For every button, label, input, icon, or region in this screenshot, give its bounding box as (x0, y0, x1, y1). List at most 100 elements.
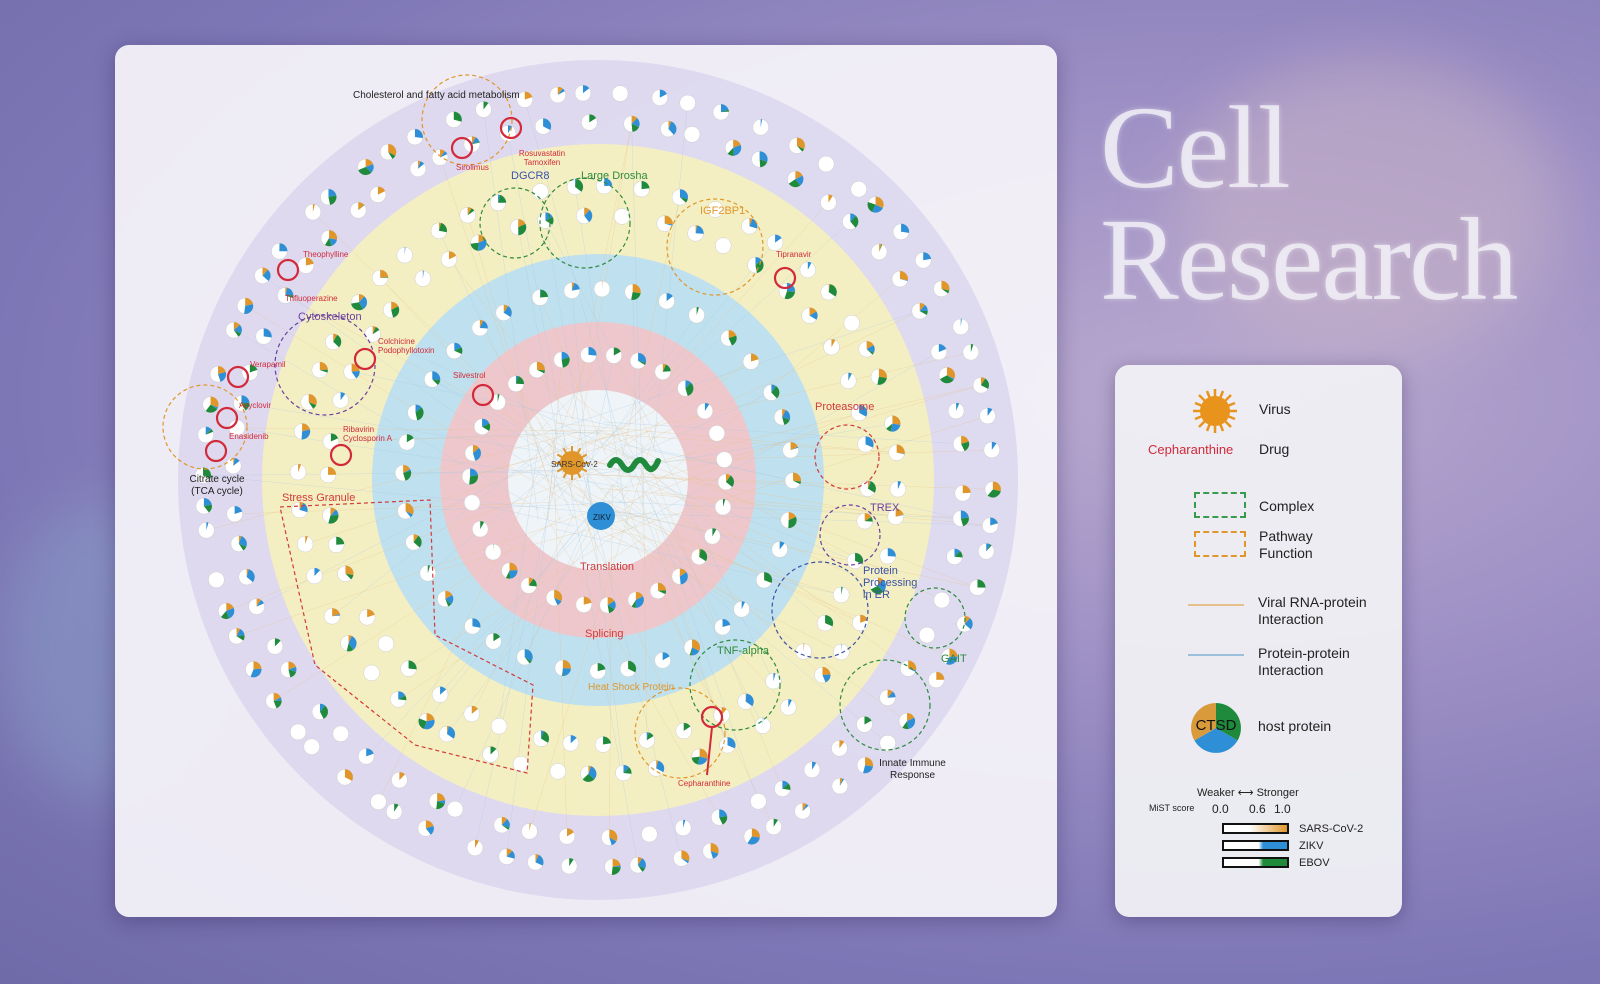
host-protein-node (208, 571, 225, 589)
host-protein-node (704, 527, 721, 545)
host-protein-node (717, 473, 735, 491)
host-protein-node (350, 294, 368, 311)
group-label-trex: TREX (870, 502, 900, 514)
host-protein-node (580, 346, 597, 364)
interaction-edge (543, 361, 752, 501)
host-protein-node (737, 693, 754, 710)
host-protein-node (780, 511, 797, 529)
drug-label-colchicine: Colchicine Podophyllotoxin (378, 337, 435, 355)
host-protein-node (928, 671, 945, 689)
host-protein-node (385, 803, 403, 820)
drug-target-marker (226, 365, 250, 389)
host-protein-node (656, 215, 673, 232)
legend-panel: Virus Cepharanthine Drug Complex Pathway… (1115, 365, 1402, 917)
host-protein-node (291, 501, 308, 519)
mist-score-label: MiST score (1149, 803, 1195, 813)
background-blur (1180, 60, 1560, 360)
host-protein-node (485, 633, 502, 650)
host-protein-node (733, 601, 750, 618)
host-protein-node (343, 363, 360, 381)
host-protein-node (382, 301, 400, 319)
host-protein-node (599, 596, 616, 614)
host-protein-node (303, 738, 320, 755)
host-protein-node (677, 380, 694, 397)
host-protein-node (816, 614, 834, 632)
host-protein-node (799, 261, 817, 279)
host-protein-node (969, 579, 986, 596)
host-protein-node (765, 818, 782, 835)
interaction-edge (651, 384, 982, 464)
host-protein-node (938, 367, 956, 384)
host-protein-node (918, 626, 936, 644)
group-outline (162, 384, 248, 470)
host-protein-node (831, 740, 848, 757)
host-protein-node (197, 426, 214, 444)
host-protein-node (558, 828, 576, 845)
host-protein-node (566, 178, 584, 196)
host-protein-node (941, 648, 958, 665)
interaction-edge (234, 502, 551, 515)
host-protein-node (574, 84, 592, 102)
host-protein-node (406, 128, 424, 146)
journal-title: Cell Research (1100, 89, 1518, 325)
host-protein-node (831, 777, 849, 795)
interaction-edge (408, 529, 625, 669)
host-protein-node (549, 86, 567, 104)
host-protein-node (236, 297, 254, 315)
interaction-edge (547, 359, 562, 520)
host-protein-node (594, 736, 612, 753)
interaction-edge (332, 431, 565, 617)
host-protein-node (405, 534, 422, 551)
host-protein-node (255, 328, 272, 345)
host-protein-node (198, 522, 215, 539)
host-protein-node (300, 393, 317, 411)
host-protein-node (766, 234, 784, 251)
host-protein-node (962, 343, 980, 361)
virus-icon (1193, 389, 1237, 433)
journal-title-line2: Research (1100, 194, 1518, 325)
interaction-edge (650, 430, 774, 682)
host-protein-node (371, 269, 389, 287)
interaction-edge (651, 448, 961, 519)
host-protein-node (714, 618, 731, 636)
host-protein-node (396, 246, 413, 264)
host-protein-node (498, 848, 515, 865)
group-label-protein-processing: Protein Processing in ER (863, 565, 918, 601)
host-protein-node (297, 257, 315, 274)
drug-label-enasidenib: Enasidenib (229, 432, 269, 441)
host-protein-node (398, 433, 416, 451)
host-protein-node (879, 734, 896, 752)
host-protein-node (226, 505, 243, 523)
interaction-edge (545, 220, 651, 425)
host-protein-node (553, 351, 570, 368)
host-protein-node (195, 497, 213, 515)
drug-target-marker (204, 439, 228, 463)
host-protein-node (696, 402, 714, 420)
host-protein-node (933, 591, 951, 609)
interaction-edge (472, 502, 575, 527)
host-protein-node (613, 208, 631, 225)
host-protein-node (774, 780, 791, 797)
host-protein-node (647, 760, 665, 777)
host-protein-node (679, 94, 696, 112)
host-protein-node (891, 270, 909, 288)
interaction-edge (649, 498, 861, 624)
scale-series-label: EBOV (1299, 857, 1330, 869)
host-protein-node (589, 662, 606, 680)
interaction-edge (603, 421, 962, 445)
interaction-edge (241, 403, 541, 452)
host-protein-node (754, 717, 772, 734)
host-protein-node (719, 736, 736, 754)
host-protein-node (654, 652, 671, 669)
interaction-edge (312, 211, 559, 454)
interaction-edge (602, 202, 829, 451)
interaction-edge (653, 102, 688, 449)
interaction-edge (479, 327, 599, 516)
host-protein-node (658, 292, 675, 310)
host-protein-node (440, 251, 458, 268)
interaction-edge (571, 123, 632, 421)
drug-target-marker (450, 136, 474, 160)
host-protein-node (340, 635, 357, 652)
host-protein-node (417, 820, 435, 837)
group-label-cytoskeleton: Cytoskeleton (298, 311, 362, 323)
